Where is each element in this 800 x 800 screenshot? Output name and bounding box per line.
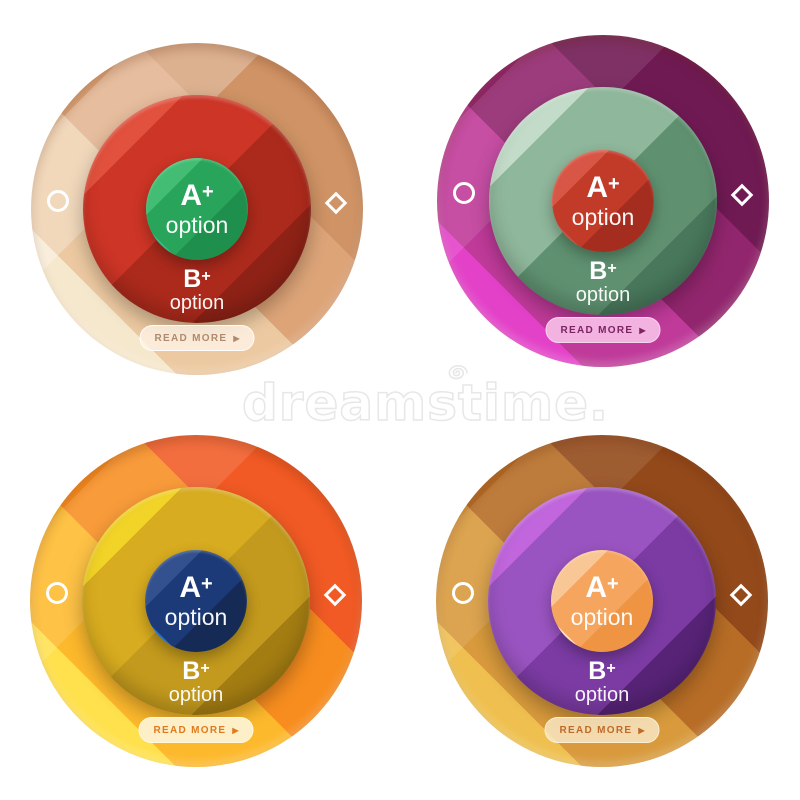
center-circle: A+ option — [145, 550, 247, 652]
arrow-right-icon: ▶ — [232, 725, 239, 735]
arrow-right-icon: ▶ — [233, 333, 240, 343]
read-more-button[interactable]: READ MORE ▶ — [545, 317, 661, 343]
option-b-sublabel: option — [574, 684, 630, 706]
circle-marker-icon — [46, 582, 68, 604]
infographic-top-left: A+ option B+ option READ MORE ▶ — [31, 43, 363, 375]
circle-marker-icon — [452, 582, 474, 604]
infographic-top-right: A+ option B+ option READ MORE ▶ — [437, 35, 769, 367]
option-a-label: A+ — [179, 570, 213, 604]
option-a-label: A+ — [180, 178, 214, 212]
option-a-label: A+ — [586, 170, 620, 204]
option-b-block: B+ option — [31, 267, 363, 314]
center-circle: A+ option — [551, 550, 653, 652]
option-b-label: B+ — [588, 657, 616, 685]
option-a-label: A+ — [585, 570, 619, 604]
option-a-sublabel: option — [165, 211, 229, 238]
option-a-sublabel: option — [164, 603, 228, 630]
read-more-button[interactable]: READ MORE ▶ — [139, 325, 255, 351]
watermark: dreamstime. — [241, 373, 610, 433]
arrow-right-icon: ▶ — [638, 725, 645, 735]
option-a-sublabel: option — [571, 203, 635, 230]
option-b-label: B+ — [589, 257, 617, 285]
option-b-block: B+ option — [437, 259, 769, 306]
infographic-bottom-left: A+ option B+ option READ MORE ▶ — [30, 435, 362, 767]
center-circle: A+ option — [552, 150, 654, 252]
option-b-sublabel: option — [575, 284, 631, 306]
arrow-right-icon: ▶ — [639, 325, 646, 335]
circle-marker-icon — [47, 190, 69, 212]
option-b-label: B+ — [182, 657, 210, 685]
option-b-block: B+ option — [436, 659, 768, 706]
infographic-bottom-right: A+ option B+ option READ MORE ▶ — [436, 435, 768, 767]
center-circle: A+ option — [146, 158, 248, 260]
option-a-sublabel: option — [570, 603, 634, 630]
option-b-label: B+ — [183, 265, 211, 293]
read-more-button[interactable]: READ MORE ▶ — [544, 717, 660, 743]
option-b-sublabel: option — [168, 684, 224, 706]
circle-marker-icon — [453, 182, 475, 204]
read-more-button[interactable]: READ MORE ▶ — [138, 717, 254, 743]
option-b-block: B+ option — [30, 659, 362, 706]
option-b-sublabel: option — [169, 292, 225, 314]
